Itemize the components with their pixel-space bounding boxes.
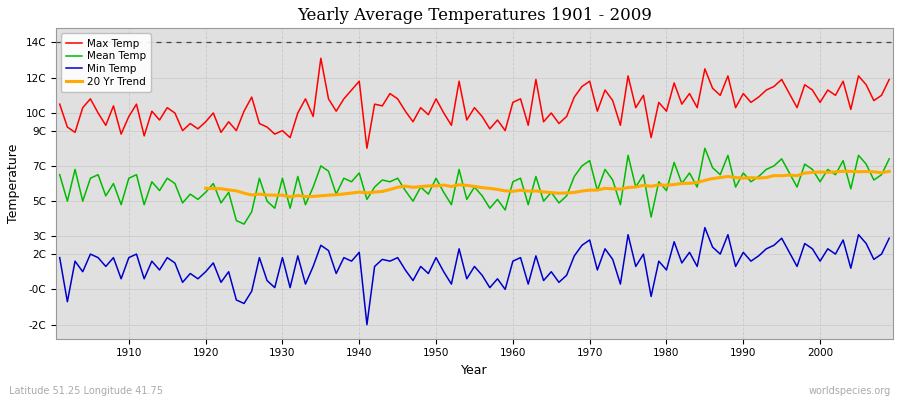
Max Temp: [284, 135, 295, 140]
Min Temp: [116, 276, 127, 281]
Min Temp: [331, 271, 342, 276]
20 Yr Trend: [792, 173, 803, 178]
Mean Temp: [699, 146, 710, 151]
20 Yr Trend: [884, 169, 895, 174]
Min Temp: [608, 257, 618, 262]
X-axis label: Year: Year: [461, 364, 488, 377]
Max Temp: [884, 77, 895, 82]
Text: Latitude 51.25 Longitude 41.75: Latitude 51.25 Longitude 41.75: [9, 386, 163, 396]
20 Yr Trend: [868, 169, 879, 174]
Mean Temp: [292, 174, 303, 179]
20 Yr Trend: [300, 194, 310, 199]
Min Temp: [699, 225, 710, 230]
Y-axis label: Temperature: Temperature: [7, 144, 20, 223]
Min Temp: [362, 322, 373, 327]
Max Temp: [615, 123, 626, 128]
Mean Temp: [508, 179, 518, 184]
Min Temp: [54, 255, 65, 260]
20 Yr Trend: [777, 173, 788, 178]
Min Temp: [508, 259, 518, 264]
Max Temp: [515, 96, 526, 101]
Min Temp: [515, 255, 526, 260]
20 Yr Trend: [684, 181, 695, 186]
Line: Min Temp: Min Temp: [59, 228, 889, 325]
20 Yr Trend: [415, 184, 426, 189]
Max Temp: [523, 123, 534, 128]
Line: Max Temp: Max Temp: [59, 58, 889, 148]
Min Temp: [884, 236, 895, 241]
20 Yr Trend: [200, 186, 211, 191]
Mean Temp: [338, 176, 349, 181]
Max Temp: [54, 102, 65, 106]
Text: worldspecies.org: worldspecies.org: [809, 386, 891, 396]
Line: 20 Yr Trend: 20 Yr Trend: [205, 171, 889, 197]
Max Temp: [338, 96, 349, 101]
Max Temp: [362, 146, 373, 151]
Max Temp: [315, 56, 326, 61]
Min Temp: [284, 285, 295, 290]
20 Yr Trend: [284, 194, 295, 199]
Mean Temp: [116, 202, 127, 207]
Mean Temp: [884, 156, 895, 161]
Mean Temp: [54, 172, 65, 177]
Title: Yearly Average Temperatures 1901 - 2009: Yearly Average Temperatures 1901 - 2009: [297, 7, 652, 24]
Line: Mean Temp: Mean Temp: [59, 148, 889, 224]
Legend: Max Temp, Mean Temp, Min Temp, 20 Yr Trend: Max Temp, Mean Temp, Min Temp, 20 Yr Tre…: [61, 34, 151, 92]
Mean Temp: [515, 176, 526, 181]
Mean Temp: [238, 222, 249, 226]
20 Yr Trend: [838, 169, 849, 174]
Mean Temp: [608, 178, 618, 182]
Max Temp: [116, 132, 127, 136]
